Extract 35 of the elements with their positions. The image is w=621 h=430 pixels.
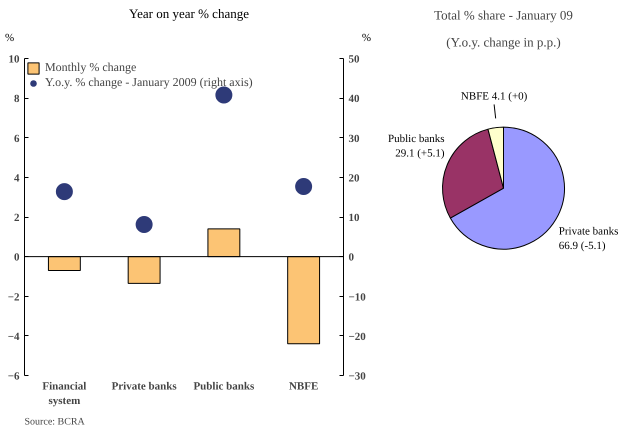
y2-tick-label: 30	[348, 132, 360, 145]
y2-tick-label: 20	[348, 172, 360, 184]
y2-tick-label: 0	[348, 252, 354, 264]
x-tick-label: Public banks	[193, 380, 256, 392]
y2-tick-label: −20	[348, 330, 366, 343]
data-label: 29.1 (+5.1)	[395, 147, 445, 160]
y-tick-label: −6	[8, 370, 20, 382]
y2-tick-label: 40	[348, 93, 360, 106]
y-tick-label: −4	[8, 330, 20, 343]
y-tick-label: 0	[14, 252, 20, 264]
y-tick-label: 2	[14, 212, 20, 224]
x-tick-label: Financial system	[42, 380, 86, 407]
slice-label: Private banks	[558, 225, 618, 238]
chart-title: Total % share - January 09	[434, 8, 573, 22]
legend-label: Monthly % change	[45, 60, 136, 75]
y-tick-label: 6	[14, 132, 20, 145]
y-tick-label: −2	[8, 291, 20, 304]
x-tick-label: Private banks	[112, 380, 178, 392]
y2-axis-title: %	[362, 31, 371, 46]
slice-label: NBFE 4.1 (+0)	[460, 90, 528, 102]
y2-tick-label: −30	[348, 370, 366, 382]
y-tick-label: 10	[8, 54, 20, 66]
data-label: 66.9 (-5.1)	[558, 240, 606, 252]
y-tick-label: 4	[14, 172, 20, 184]
y-axis-title: %	[5, 31, 14, 46]
y-tick-label: 8	[14, 93, 20, 106]
y2-tick-label: 10	[348, 212, 360, 224]
x-tick-label: NBFE	[288, 380, 318, 392]
legend-label: Y.o.y. % change - January 2009 (right axis)	[45, 75, 253, 90]
slice-label: Public banks	[388, 132, 445, 145]
chart-title: Year on year % change	[129, 5, 249, 23]
source-note: Source: BCRA	[24, 416, 86, 428]
y2-tick-label: 50	[348, 54, 360, 66]
chart-subtitle: (Y.o.y. change in p.p.)	[446, 34, 561, 50]
y2-tick-label: −10	[348, 291, 366, 304]
